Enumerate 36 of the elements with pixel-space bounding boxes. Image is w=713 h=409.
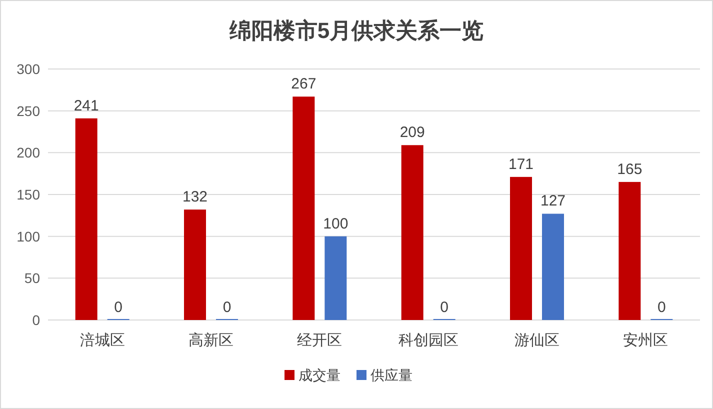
bar xyxy=(542,214,564,320)
y-tick-label: 200 xyxy=(16,144,40,161)
y-tick-label: 150 xyxy=(16,186,40,202)
data-label: 100 xyxy=(323,215,348,232)
data-label: 165 xyxy=(617,160,642,178)
x-tick-label: 经开区 xyxy=(297,332,342,349)
y-tick-label: 0 xyxy=(32,312,40,328)
legend-label: 供应量 xyxy=(370,367,412,383)
data-label: 209 xyxy=(400,124,425,142)
data-label: 267 xyxy=(291,76,316,93)
bar xyxy=(292,96,315,320)
data-label: 0 xyxy=(222,299,232,316)
bar xyxy=(75,118,98,320)
bar xyxy=(401,145,424,320)
data-label: 0 xyxy=(114,299,123,316)
data-label: 241 xyxy=(74,97,99,114)
x-tick-label: 科创园区 xyxy=(398,332,458,349)
bar xyxy=(510,176,532,320)
data-label: 132 xyxy=(182,188,208,206)
bar xyxy=(184,210,206,320)
bar xyxy=(618,182,641,320)
x-tick-label: 安州区 xyxy=(623,332,668,349)
data-label: 171 xyxy=(508,156,534,173)
y-tick-label: 300 xyxy=(16,61,40,77)
chart-title: 绵阳楼市5月供求关系一览 xyxy=(228,18,484,43)
y-tick-label: 50 xyxy=(24,270,40,286)
x-tick-label: 高新区 xyxy=(188,332,234,349)
x-tick-label: 涪城区 xyxy=(80,332,125,349)
data-label: 127 xyxy=(540,192,566,210)
y-tick-label: 250 xyxy=(16,102,40,119)
y-tick-label: 100 xyxy=(16,228,40,244)
legend-label: 成交量 xyxy=(298,367,340,383)
data-label: 0 xyxy=(440,299,449,316)
x-tick-label: 游仙区 xyxy=(514,332,560,349)
bar xyxy=(324,236,347,320)
data-label: 0 xyxy=(657,299,666,316)
